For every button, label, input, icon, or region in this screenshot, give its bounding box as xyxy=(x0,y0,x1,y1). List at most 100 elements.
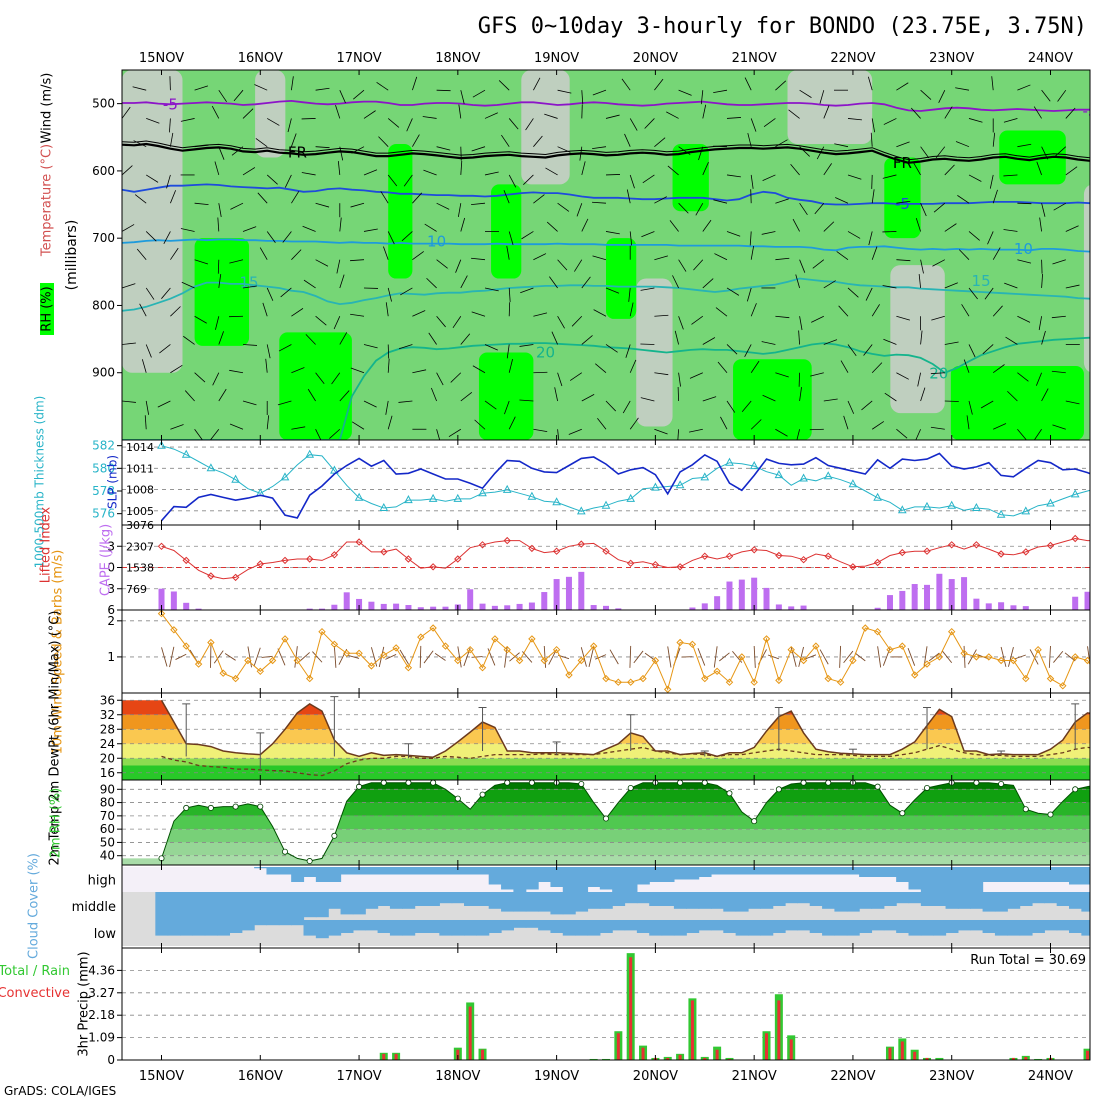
lifted-index-point xyxy=(528,544,536,553)
wind-barb xyxy=(303,279,316,289)
wind-barb-10m xyxy=(277,648,286,666)
y-tick-label: 36 xyxy=(100,693,115,707)
wind-speed-point xyxy=(873,627,882,636)
cape-bar xyxy=(714,596,721,610)
cloud-cell xyxy=(1019,892,1033,906)
wind-barb xyxy=(363,228,378,232)
wind-barb xyxy=(385,400,389,415)
wind-barb xyxy=(267,118,280,126)
cloud-cell xyxy=(883,920,897,931)
precip-convective-bar xyxy=(641,1047,645,1060)
wind-barb xyxy=(678,316,684,330)
wind-speed-point xyxy=(602,674,610,683)
cape-bar xyxy=(393,603,400,610)
wind-barb xyxy=(557,316,565,329)
cape-bar xyxy=(343,592,350,610)
li-cape-plot-area xyxy=(122,525,1090,610)
rh-dry-region xyxy=(890,265,945,414)
wind-barb-10m xyxy=(767,654,780,660)
wind-barb xyxy=(508,287,511,302)
wind-barb xyxy=(625,344,631,358)
wind-barb xyxy=(315,315,327,326)
wind-speed-point xyxy=(367,662,376,670)
wind-barb xyxy=(450,372,462,383)
wind-speed-point xyxy=(614,678,623,686)
wind-barb xyxy=(122,224,135,232)
cloud-cell xyxy=(1056,867,1070,882)
wind-barb-10m xyxy=(423,650,434,664)
rh-band xyxy=(122,802,1090,816)
wind-barb xyxy=(896,259,911,262)
wind-barb xyxy=(968,344,976,358)
wind-barb-10m xyxy=(457,646,462,668)
cloud-cell xyxy=(1069,867,1082,885)
wind-speed-point xyxy=(626,678,635,686)
wind-barb xyxy=(968,231,980,241)
wind-barb xyxy=(574,259,583,272)
cloud-cell xyxy=(377,920,391,933)
wind-barb xyxy=(810,372,824,377)
cloud-cell xyxy=(673,892,687,909)
wind-barb xyxy=(401,231,413,242)
wind-barb xyxy=(460,90,465,104)
wind-barb xyxy=(302,225,316,232)
wind-barb xyxy=(557,146,571,153)
cloud-cell xyxy=(871,892,885,909)
cloud-cell xyxy=(315,920,329,939)
date-label-bottom: 22NOV xyxy=(830,1069,875,1084)
cape-bar xyxy=(479,603,486,610)
cloud-cell xyxy=(945,867,959,892)
wind-barb xyxy=(387,174,398,187)
cloud-cell xyxy=(550,892,564,915)
y-tick-label: 578 xyxy=(92,484,115,498)
wind-barb xyxy=(144,415,147,430)
cloud-cell xyxy=(612,867,626,892)
wind-barb xyxy=(170,190,177,204)
wind-barb xyxy=(471,146,486,152)
wind-barb xyxy=(741,400,752,412)
wind-barb xyxy=(955,141,970,148)
rh-point xyxy=(207,804,214,811)
wind-speed-point xyxy=(170,626,178,634)
cloud-cell xyxy=(1007,867,1021,882)
cape-bar xyxy=(788,606,795,610)
isotherm-line xyxy=(122,99,1090,112)
cloud-cell xyxy=(834,867,848,875)
cape-bar xyxy=(726,581,733,610)
wind-barb xyxy=(581,335,593,345)
cloud-cell xyxy=(735,892,749,912)
date-label-bottom: 15NOV xyxy=(139,1069,184,1084)
wind-barb xyxy=(629,231,633,246)
lifted-index-point xyxy=(750,546,758,554)
wind-barb xyxy=(605,231,620,235)
cloud-cell xyxy=(229,892,243,920)
cloud-cell xyxy=(365,867,379,875)
precip-total-bar xyxy=(589,1058,598,1060)
wind-barb xyxy=(726,287,740,296)
cloud-cell xyxy=(982,892,996,912)
cloud-cell xyxy=(451,867,465,875)
wind-barb xyxy=(229,259,244,264)
cloud-cell xyxy=(933,892,947,906)
wind-barb xyxy=(266,287,274,301)
y-tick-label: 90 xyxy=(100,782,115,796)
wind-barb xyxy=(871,246,878,260)
cloud-cell xyxy=(414,867,428,875)
wind-barb xyxy=(1041,89,1051,102)
wind-barb xyxy=(702,104,707,119)
wind-barb xyxy=(678,89,692,96)
cloud-cell xyxy=(809,892,823,906)
thickness-point xyxy=(774,470,784,479)
wind-barb xyxy=(472,89,486,98)
cloud-cell xyxy=(562,892,576,915)
wind-barb xyxy=(935,146,946,158)
cloud-cell xyxy=(636,892,650,904)
cloud-cell xyxy=(217,892,231,920)
cloud-cell xyxy=(303,867,317,877)
wind-barb xyxy=(351,421,365,430)
cloud-cell xyxy=(970,892,984,909)
wind-barb xyxy=(254,84,268,91)
wind-barb xyxy=(398,344,413,350)
wind-barb xyxy=(412,310,426,317)
